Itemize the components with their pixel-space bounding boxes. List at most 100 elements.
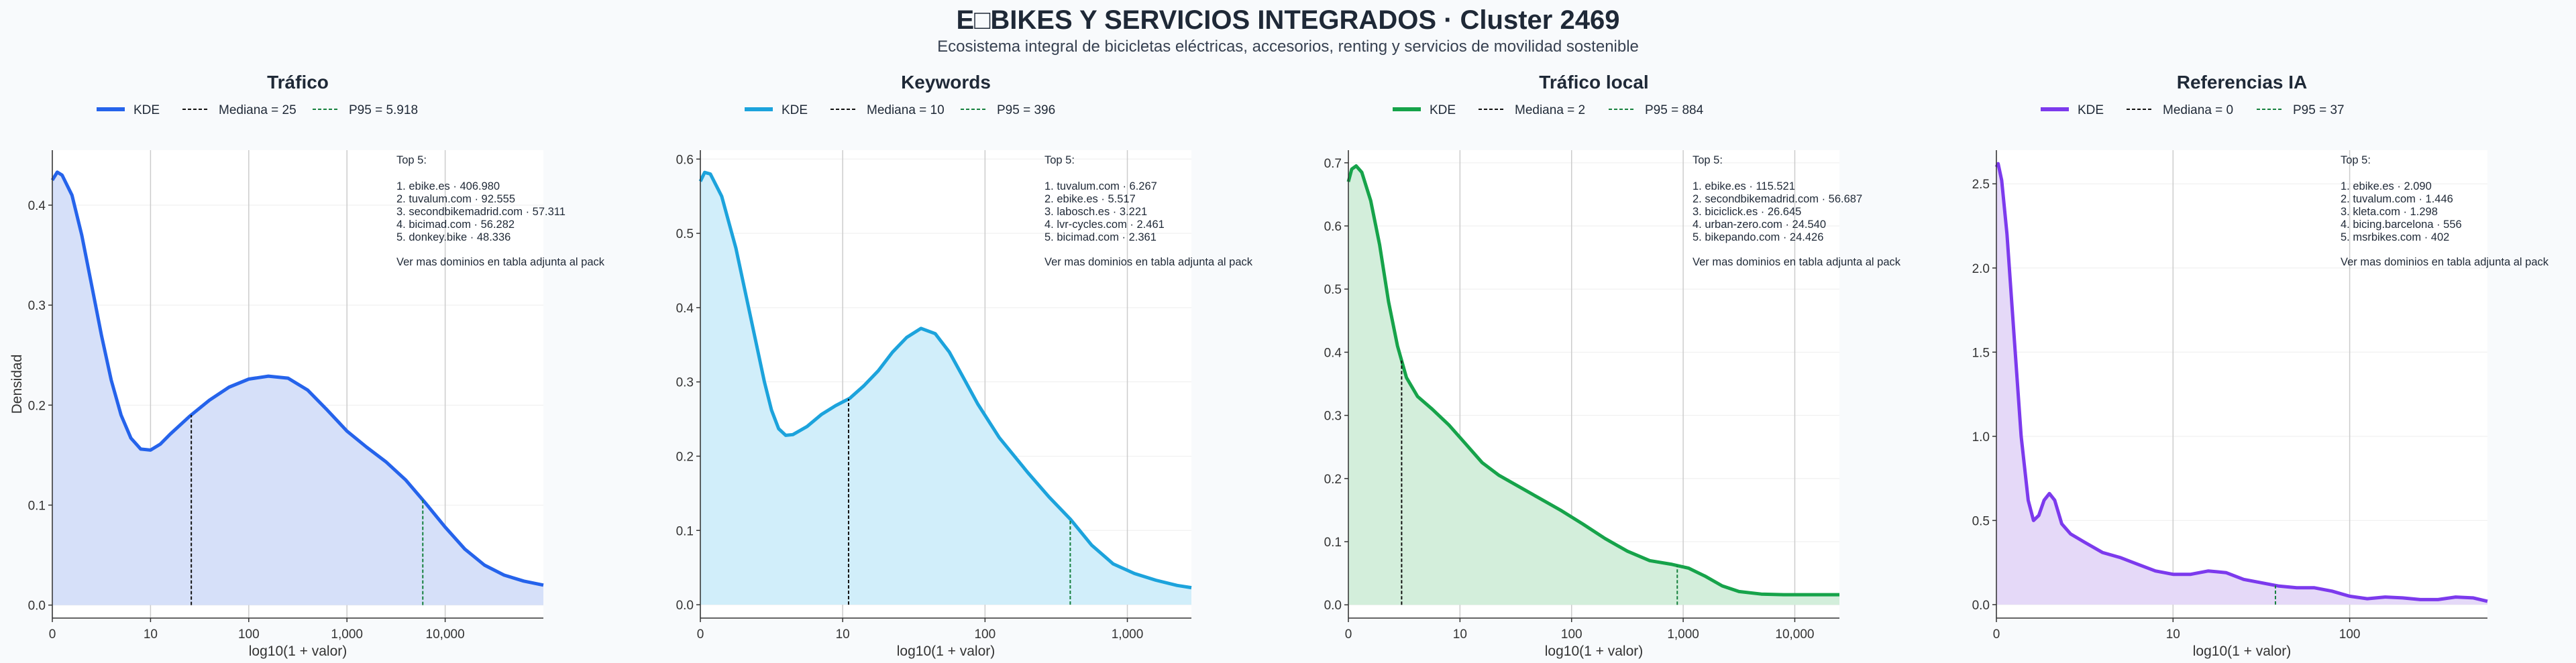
- legend: KDE Mediana = 10 P95 = 396: [745, 103, 1055, 117]
- y-tick-label: 0.0: [1324, 599, 1342, 613]
- panel-title: Referencias IA: [2177, 72, 2308, 93]
- top5-item: 5. donkey.bike · 48.336: [396, 231, 511, 243]
- kde-line: [1346, 164, 1839, 597]
- y-tick-label: 0.1: [676, 524, 694, 538]
- x-tick-label: 0: [697, 627, 704, 642]
- y-tick-label: 0.4: [676, 302, 694, 316]
- x-axis-label: log10(1 + valor): [897, 644, 996, 659]
- top5-title: Top 5:: [1044, 154, 1075, 166]
- top5-item: 3. biciclick.es · 26.645: [1693, 206, 1801, 218]
- top5-item: 1. tuvalum.com · 6.267: [1044, 180, 1157, 192]
- legend-median-label: Mediana = 25: [219, 103, 297, 117]
- legend-kde-label: KDE: [133, 103, 160, 117]
- x-tick-label: 100: [1561, 627, 1582, 642]
- y-tick-label: 0.2: [676, 450, 694, 464]
- top5-item: 2. secondbikemadrid.com · 56.687: [1693, 193, 1862, 205]
- y-axis-label: Densidad: [9, 355, 25, 414]
- y-tick-label: 1.5: [1972, 346, 1990, 360]
- top5-title: Top 5:: [2341, 154, 2371, 166]
- y-tick-label: 0.6: [676, 153, 694, 167]
- top5-item: 5. msrbikes.com · 402: [2341, 231, 2449, 243]
- y-tick-label: 0.3: [676, 376, 694, 390]
- y-tick-label: 0.2: [1324, 473, 1342, 487]
- legend-median-label: Mediana = 0: [2163, 103, 2233, 117]
- x-tick-label: 10: [2166, 627, 2180, 642]
- chart-panel-2: 0 10 100 1,000 0.0 0.1 0.2 0.3 0.4 0.5 0.6 log10(1 …: [676, 72, 1253, 659]
- y-tick-label: 0.1: [1324, 536, 1342, 550]
- top5-item: 5. bikepando.com · 24.426: [1693, 231, 1823, 243]
- kde-area: [1996, 164, 2487, 605]
- y-tick-label: 2.5: [1972, 178, 1990, 192]
- chart-panel-3: 0 10 100 1,000 10,000 0.0 0.1 0.2 0.3 0.4 0.5 0.6 0.…: [1324, 72, 1901, 659]
- top5-item: 3. kleta.com · 1.298: [2341, 206, 2438, 218]
- x-tick-label: 10: [1453, 627, 1467, 642]
- y-tick-label: 0.0: [28, 599, 46, 613]
- page-title: E□BIKES Y SERVICIOS INTEGRADOS · Cluster…: [956, 5, 1620, 35]
- legend-median-label: Mediana = 10: [867, 103, 945, 117]
- chart-panel-4: 0 10 100 0.0 0.5 1.0 1.5 2.0 2.5 log10(1 + valor)…: [1972, 72, 2549, 659]
- legend: KDE Mediana = 25 P95 = 5.918: [97, 103, 418, 117]
- kde-area: [700, 172, 1191, 605]
- y-tick-label: 0.4: [28, 199, 46, 213]
- legend-kde-label: KDE: [2078, 103, 2104, 117]
- page-subtitle: Ecosistema integral de bicicletas eléctr…: [937, 38, 1639, 56]
- top5-item: 1. ebike.es · 2.090: [2341, 180, 2432, 192]
- top5-item: 1. ebike.es · 115.521: [1693, 180, 1795, 192]
- legend-kde-label: KDE: [782, 103, 808, 117]
- x-axis-label: log10(1 + valor): [1545, 644, 1644, 659]
- y-tick-label: 0.0: [676, 599, 694, 613]
- top5-item: 2. ebike.es · 5.517: [1044, 193, 1136, 205]
- top5-item: 2. tuvalum.com · 1.446: [2341, 193, 2453, 205]
- y-tick-label: 0.3: [1324, 410, 1342, 424]
- legend-p95-label: P95 = 884: [1645, 103, 1704, 117]
- x-tick-label: 100: [2339, 627, 2361, 642]
- y-tick-label: 2.0: [1972, 262, 1990, 276]
- x-tick-label: 0: [1345, 627, 1352, 642]
- legend-p95-label: P95 = 5.918: [349, 103, 418, 117]
- top5-item: 1. ebike.es · 406.980: [396, 180, 500, 192]
- x-tick-label: 100: [974, 627, 996, 642]
- y-tick-label: 0.5: [1324, 283, 1342, 297]
- legend-p95-label: P95 = 37: [2293, 103, 2345, 117]
- top5-item: 4. lvr-cycles.com · 2.461: [1044, 219, 1165, 231]
- top5-title: Top 5:: [396, 154, 427, 166]
- panel-title: Tráfico local: [1539, 72, 1648, 93]
- chart-panel-1: 0 10 100 1,000 10,000 0.0 0.1 0.2 0.3 0.4 log10(1 …: [9, 72, 605, 659]
- legend-p95-label: P95 = 396: [997, 103, 1055, 117]
- top5-item: 5. bicimad.com · 2.361: [1044, 231, 1157, 243]
- y-tick-label: 0.1: [28, 499, 46, 513]
- x-tick-label: 100: [238, 627, 260, 642]
- legend-kde-label: KDE: [1430, 103, 1456, 117]
- y-tick-label: 0.0: [1972, 599, 1990, 613]
- kde-area: [52, 172, 543, 605]
- top5-item: 2. tuvalum.com · 92.555: [396, 193, 515, 205]
- kde-line: [1994, 162, 2488, 603]
- x-tick-label: 10,000: [426, 627, 465, 642]
- panel-title: Keywords: [901, 72, 991, 93]
- top5-note: Ver mas dominios en tabla adjunta al pac…: [396, 256, 605, 268]
- x-tick-label: 1,000: [331, 627, 363, 642]
- top5-item: 4. bicing.barcelona · 556: [2341, 219, 2462, 231]
- y-tick-label: 0.3: [28, 299, 46, 313]
- legend-median-label: Mediana = 2: [1515, 103, 1585, 117]
- top5-item: 4. urban-zero.com · 24.540: [1693, 219, 1826, 231]
- top5-item: 4. bicimad.com · 56.282: [396, 219, 515, 231]
- x-axis-label: log10(1 + valor): [2193, 644, 2292, 659]
- top5-note: Ver mas dominios en tabla adjunta al pac…: [1044, 256, 1253, 268]
- y-tick-label: 0.5: [676, 227, 694, 241]
- y-tick-label: 0.2: [28, 399, 46, 413]
- top5-item: 3. labosch.es · 3.221: [1044, 206, 1147, 218]
- legend: KDE Mediana = 2 P95 = 884: [1393, 103, 1704, 117]
- y-tick-label: 1.0: [1972, 430, 1990, 444]
- y-tick-label: 0.5: [1972, 514, 1990, 528]
- y-tick-label: 0.4: [1324, 346, 1342, 360]
- top5-title: Top 5:: [1693, 154, 1723, 166]
- x-tick-label: 10: [836, 627, 850, 642]
- kde-line: [50, 170, 544, 587]
- top5-item: 3. secondbikemadrid.com · 57.311: [396, 206, 566, 218]
